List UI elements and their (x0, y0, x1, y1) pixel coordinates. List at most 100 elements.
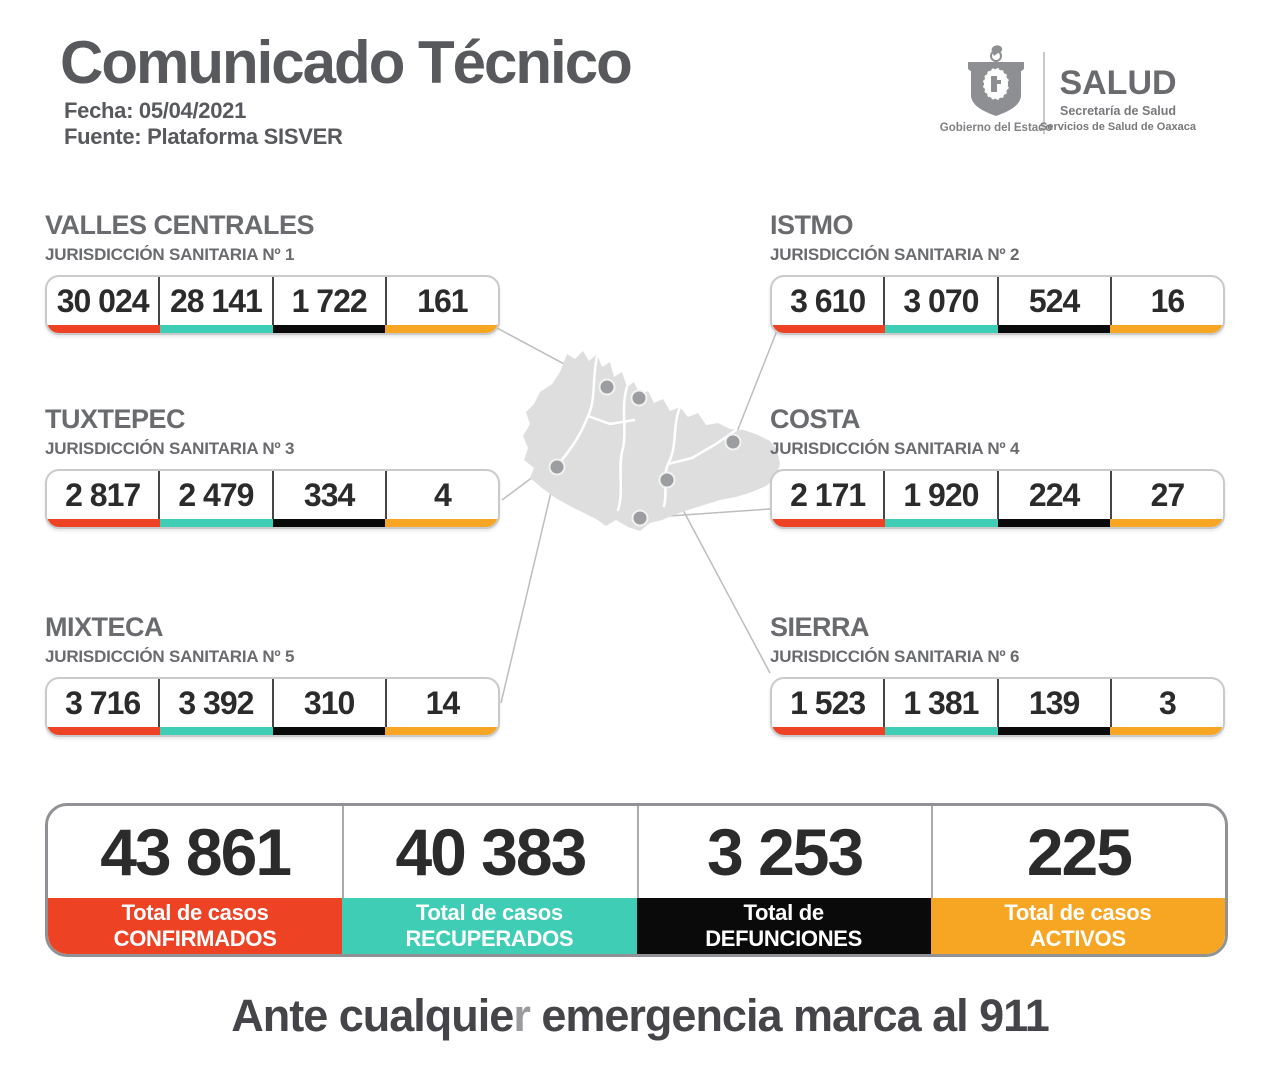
map-region-dot (548, 458, 566, 476)
recovered-count: 3 070 (883, 277, 996, 325)
active-count: 27 (1109, 471, 1223, 519)
region-block-istmo: ISTMO JURISDICCIÓN SANITARIA Nº 2 3 610 … (770, 212, 1225, 335)
confirmed-color-bar (47, 325, 160, 333)
footer-text-part2: emergencia marca al 911 (529, 990, 1049, 1041)
deaths-color-bar (997, 727, 1111, 735)
confirmed-color-bar (772, 727, 885, 735)
deaths-color-bar (997, 519, 1111, 527)
region-jurisdiction: JURISDICCIÓN SANITARIA Nº 3 (45, 439, 295, 458)
active-color-bar (1110, 727, 1223, 735)
deaths-count: 224 (996, 471, 1110, 519)
region-block-sierra: SIERRA JURISDICCIÓN SANITARIA Nº 6 1 523… (770, 614, 1225, 737)
deaths-color-bar (272, 325, 386, 333)
recovered-count: 28 141 (158, 277, 271, 325)
total-deaths-value: 3 253 (636, 806, 931, 898)
region-title: VALLES CENTRALES (45, 210, 315, 240)
region-title: SIERRA (770, 612, 870, 642)
confirmed-color-bar (772, 325, 885, 333)
total-active-value: 225 (930, 806, 1225, 898)
card-connector-line (666, 479, 771, 674)
total-recovered-column: 40 383 Total de casos RECUPERADOS (342, 806, 637, 954)
page-title: Comunicado Técnico (60, 29, 633, 96)
region-jurisdiction: JURISDICCIÓN SANITARIA Nº 2 (770, 245, 1020, 264)
salud-logo: Gobierno del Estado SALUD Secretaría de … (940, 42, 1198, 146)
region-block-valles-centrales: VALLES CENTRALES JURISDICCIÓN SANITARIA … (45, 212, 500, 335)
active-count: 4 (384, 471, 498, 519)
active-color-bar (385, 519, 498, 527)
recovered-count: 3 392 (158, 679, 271, 727)
confirmed-count: 2 171 (790, 476, 866, 513)
region-stats-card: 3 716 3 392 310 14 (45, 677, 500, 737)
region-jurisdiction: JURISDICCIÓN SANITARIA Nº 1 (45, 245, 295, 264)
total-label-line1: Total de casos (415, 899, 563, 925)
confirmed-count: 3 610 (790, 282, 866, 319)
crest-caption: Gobierno del Estado (939, 122, 1053, 134)
total-confirmed-value: 43 861 (100, 815, 292, 889)
salud-subtitle-1: Secretaría de Salud (1059, 104, 1177, 118)
total-confirmed-column: 43 861 Total de casos CONFIRMADOS (48, 806, 343, 954)
total-confirmed-label: Total de casos CONFIRMADOS (48, 898, 343, 954)
deaths-count: 139 (996, 679, 1110, 727)
recovered-color-bar (884, 519, 998, 527)
footer-text-gray-letter: r (513, 990, 530, 1041)
active-count: 161 (384, 277, 498, 325)
total-label-line1: Total de casos (1004, 899, 1152, 925)
total-label-line2: RECUPERADOS (405, 926, 574, 951)
salud-subtitle-2: Servicios de Salud de Oaxaca (1040, 121, 1196, 133)
deaths-count: 524 (996, 277, 1110, 325)
active-count: 14 (384, 679, 498, 727)
total-label-line1: Total de (743, 899, 824, 925)
region-stats-card: 30 024 28 141 1 722 161 (45, 275, 500, 335)
oaxaca-state-crest-icon (968, 45, 1024, 116)
map-region-dot (724, 433, 742, 451)
recovered-count: 1 381 (883, 679, 996, 727)
region-block-tuxtepec: TUXTEPEC JURISDICCIÓN SANITARIA Nº 3 2 8… (45, 406, 500, 529)
active-color-bar (1110, 325, 1223, 333)
recovered-color-bar (884, 325, 998, 333)
active-color-bar (385, 325, 498, 333)
confirmed-count: 1 523 (790, 684, 866, 721)
confirmed-count: 2 817 (65, 476, 141, 513)
total-label-line1: Total de casos (121, 899, 269, 925)
confirmed-color-bar (772, 519, 885, 527)
map-region-dot (631, 509, 649, 527)
region-title: COSTA (770, 404, 861, 434)
recovered-count: 1 920 (883, 471, 996, 519)
deaths-color-bar (272, 727, 386, 735)
emergency-footer-text: Ante cualquier emergencia marca al 911 (0, 990, 1280, 1042)
deaths-color-bar (272, 519, 386, 527)
confirmed-count: 30 024 (56, 282, 150, 319)
totals-card: 43 861 Total de casos CONFIRMADOS 40 383… (45, 803, 1228, 957)
salud-wordmark: SALUD (1059, 64, 1177, 102)
total-recovered-value: 40 383 (342, 806, 636, 898)
logo-divider (1043, 52, 1045, 134)
deaths-count: 334 (271, 471, 385, 519)
region-title: TUXTEPEC (45, 404, 186, 434)
total-deaths-column: 3 253 Total de DEFUNCIONES (636, 806, 931, 954)
recovered-color-bar (159, 325, 273, 333)
region-stats-card: 3 610 3 070 524 16 (770, 275, 1225, 335)
recovered-color-bar (884, 727, 998, 735)
date-label: Fecha: 05/04/2021 (64, 98, 247, 123)
map-internal-borders (558, 354, 738, 512)
card-connector-line (732, 322, 781, 443)
region-stats-card: 2 171 1 920 224 27 (770, 469, 1225, 529)
map-region-dot (598, 378, 616, 396)
active-count: 3 (1109, 679, 1223, 727)
total-recovered-label: Total de casos RECUPERADOS (342, 898, 637, 954)
region-block-costa: COSTA JURISDICCIÓN SANITARIA Nº 4 2 171 … (770, 406, 1225, 529)
source-label: Fuente: Plataforma SISVER (64, 124, 343, 149)
total-active-label: Total de casos ACTIVOS (930, 898, 1225, 954)
footer-text-part1: Ante cualquie (231, 990, 514, 1041)
confirmed-color-bar (47, 727, 160, 735)
recovered-color-bar (159, 519, 273, 527)
region-title: MIXTECA (45, 612, 164, 642)
region-jurisdiction: JURISDICCIÓN SANITARIA Nº 4 (770, 439, 1020, 458)
confirmed-count: 3 716 (65, 684, 141, 721)
region-jurisdiction: JURISDICCIÓN SANITARIA Nº 5 (45, 647, 295, 666)
deaths-count: 310 (271, 679, 385, 727)
card-connector-line (500, 466, 558, 704)
region-stats-card: 1 523 1 381 139 3 (770, 677, 1225, 737)
